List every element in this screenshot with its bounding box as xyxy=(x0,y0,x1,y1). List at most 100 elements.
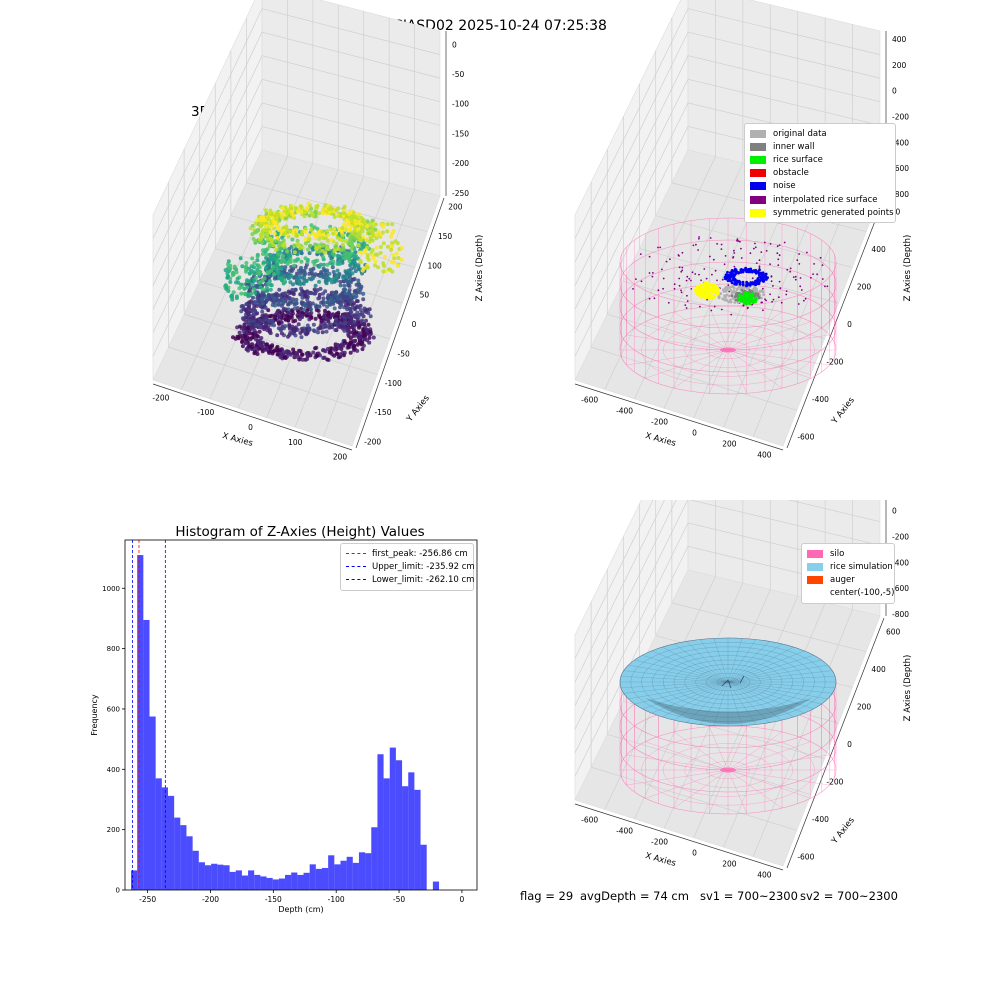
histogram-bar xyxy=(365,853,372,890)
histogram-bar xyxy=(235,870,242,890)
flag-text: flag = 29 xyxy=(520,889,574,903)
y-tick-label: 0 xyxy=(847,740,852,749)
y-tick-label: -100 xyxy=(385,379,402,388)
y-tick-label: -600 xyxy=(797,433,814,442)
z-tick-label: -600 xyxy=(892,584,909,593)
legend-label: Lower_limit: -262.10 cm xyxy=(372,574,475,585)
histogram-bar xyxy=(414,789,421,890)
y-axis-label: Y Axies xyxy=(829,815,857,847)
y-axis-label: Y Axies xyxy=(829,395,857,427)
histogram-bar xyxy=(371,827,378,890)
y-tick-label: 100 xyxy=(428,261,443,270)
histogram-bar xyxy=(285,874,292,890)
x-tick-label: -250 xyxy=(139,895,156,904)
legend-swatch xyxy=(750,129,766,138)
histogram-bar xyxy=(204,865,212,890)
histogram-bar xyxy=(167,795,175,890)
raw-3d-plot: -200 -100 0 100 200 200 150 100 50 0 -50 -100 -150 -2… xyxy=(152,0,485,462)
y-tick-label: 200 xyxy=(857,703,872,712)
x-axis-label: X Axies xyxy=(644,851,677,869)
legend-label: inner wall xyxy=(773,141,815,152)
legend-item: first_peak: -256.86 cm xyxy=(346,547,468,560)
legend-swatch xyxy=(750,142,766,151)
histogram-bar xyxy=(186,836,193,890)
y-tick-label: -200 xyxy=(826,358,843,367)
x-tick-label: 400 xyxy=(757,451,772,460)
z-tick-label: -200 xyxy=(892,113,909,122)
x-tick-label: -200 xyxy=(152,393,169,402)
x-axis-line xyxy=(574,383,784,451)
histogram-bar xyxy=(131,870,138,890)
legend-item: auger xyxy=(807,573,889,586)
histogram-bar xyxy=(254,874,261,890)
legend-line-swatch xyxy=(346,553,366,555)
histogram-bar xyxy=(395,760,403,890)
classify-point-cloud xyxy=(694,266,769,306)
z-tick-label: -200 xyxy=(892,533,909,542)
x-tick-label: -100 xyxy=(328,895,345,904)
legend-label: rice simulation xyxy=(830,561,893,572)
figure-suptitle: CJASD02 2025-10-24 07:25:38 xyxy=(393,18,607,34)
legend-label: auger xyxy=(830,574,855,585)
histogram-bar xyxy=(358,852,366,890)
legend-label: original data xyxy=(773,128,827,139)
y-tick-label: 400 xyxy=(871,245,886,254)
histogram-bar xyxy=(180,825,187,890)
y-tick-label: -600 xyxy=(797,853,814,862)
raw-axis-labels: -200 -100 0 100 200 200 150 100 50 0 -50 -100 -150 -2… xyxy=(152,40,485,461)
classify-axes-panes xyxy=(574,0,887,451)
legend-line-swatch xyxy=(346,579,366,581)
y-axis-label: Frequency xyxy=(90,694,99,736)
legend-label: noise xyxy=(773,181,796,192)
legend-swatch xyxy=(750,182,766,191)
histogram-bar xyxy=(143,619,150,890)
legend-item: Upper_limit: -235.92 cm xyxy=(346,560,475,573)
z-axis-label: Z Axies (Depth) xyxy=(903,235,913,302)
histogram-bar xyxy=(260,876,267,890)
legend-item: rice surface xyxy=(750,153,890,166)
y-tick-label: 0 xyxy=(116,887,120,895)
y-tick-label: 150 xyxy=(438,232,453,241)
histogram-bar xyxy=(241,875,249,890)
sv1-text: sv1 = 700~2300 xyxy=(700,889,798,903)
histogram-bar xyxy=(149,716,156,890)
histogram-title: Histogram of Z-Axies (Height) Values xyxy=(175,524,425,540)
histogram-bar xyxy=(432,881,440,890)
z-tick-label: 0 xyxy=(892,87,897,96)
histogram-bar xyxy=(155,778,162,890)
z-tick-label: 400 xyxy=(892,35,907,44)
legend-item: rice simulation xyxy=(807,560,893,573)
legend-item: symmetric generated points xyxy=(750,206,894,219)
auger-mark xyxy=(721,675,745,689)
y-tick-label: 400 xyxy=(871,665,886,674)
histogram-bar xyxy=(383,778,390,890)
simulation-rice-surface xyxy=(619,637,837,727)
histogram-bar xyxy=(315,868,322,890)
x-tick-label: -400 xyxy=(616,826,633,835)
histogram-bar xyxy=(328,855,335,890)
y-tick-label: -200 xyxy=(364,438,381,447)
raw-point-cloud xyxy=(223,201,404,362)
legend-item: noise xyxy=(750,180,890,193)
x-tick-label: 0 xyxy=(248,423,253,432)
z-tick-label: -800 xyxy=(892,190,909,199)
histogram-bar xyxy=(229,871,236,890)
histogram-bar xyxy=(340,860,347,890)
legend-swatch xyxy=(750,169,766,178)
histogram-bar xyxy=(278,878,286,890)
legend-label: first_peak: -256.86 cm xyxy=(372,548,468,559)
legend-label: silo xyxy=(830,548,845,559)
x-tick-label: -100 xyxy=(197,408,214,417)
z-tick-label: -600 xyxy=(892,164,909,173)
y-tick-label: -400 xyxy=(812,395,829,404)
legend-item: Lower_limit: -262.10 cm xyxy=(346,573,474,586)
histogram-bar xyxy=(377,754,384,890)
y-tick-label: 600 xyxy=(886,628,901,637)
z-tick-label: -400 xyxy=(892,138,909,147)
y-tick-label: -400 xyxy=(812,815,829,824)
legend-item: inner wall xyxy=(750,140,890,153)
z-tick-label: -400 xyxy=(892,558,909,567)
y-axis-label: Y Axies xyxy=(404,393,432,425)
histogram-bar xyxy=(272,879,279,890)
histogram-bar xyxy=(192,850,199,890)
